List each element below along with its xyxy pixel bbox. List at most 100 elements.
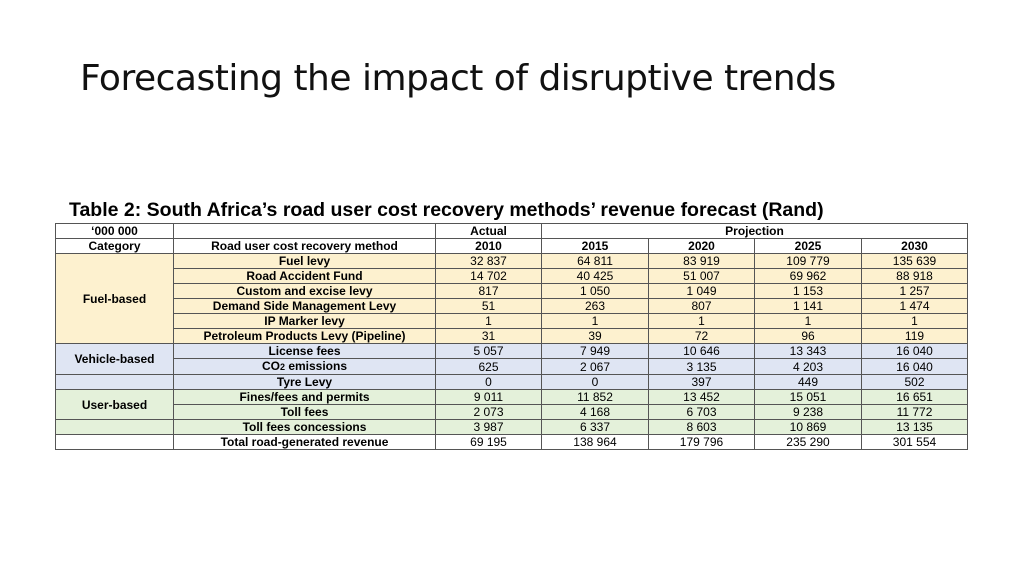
value-cell: 807 <box>648 298 755 314</box>
method-cell: Demand Side Management Levy <box>173 298 436 314</box>
value-cell: 1 <box>435 313 542 329</box>
value-cell: 13 135 <box>861 419 968 435</box>
units-header: ‘000 000 <box>55 223 174 239</box>
value-cell: 16 040 <box>861 358 968 375</box>
value-cell: 11 772 <box>861 404 968 420</box>
value-cell: 3 987 <box>435 419 542 435</box>
value-cell: 817 <box>435 283 542 299</box>
value-cell: 1 <box>541 313 649 329</box>
method-cell: Fines/fees and permits <box>173 389 436 405</box>
method-cell: Fuel levy <box>173 253 436 269</box>
value-cell: 263 <box>541 298 649 314</box>
total-value-cell: 235 290 <box>754 434 862 450</box>
value-cell: 449 <box>754 374 862 390</box>
table-row: User-based Fines/fees and permits 9 011 … <box>55 389 968 420</box>
table-row: Petroleum Products Levy (Pipeline) 31 39… <box>56 328 968 344</box>
method-cell: Tyre Levy <box>173 374 436 390</box>
category-vehicle-based: Vehicle-based <box>55 343 174 375</box>
method-cell: Toll fees concessions <box>173 419 436 435</box>
value-cell: 88 918 <box>861 268 968 284</box>
total-value-cell: 69 195 <box>435 434 542 450</box>
method-cell: Road Accident Fund <box>173 268 436 284</box>
value-cell: 51 007 <box>648 268 755 284</box>
category-header: Category <box>55 238 174 254</box>
slide-title: Forecasting the impact of disruptive tre… <box>80 58 836 99</box>
value-cell: 397 <box>648 374 755 390</box>
table-row: IP Marker levy 1 1 1 1 1 <box>56 313 968 329</box>
co2-subscript: 2 <box>279 362 285 372</box>
value-cell: 10 646 <box>648 343 755 359</box>
value-cell: 1 141 <box>754 298 862 314</box>
value-cell: 64 811 <box>541 253 649 269</box>
value-cell: 625 <box>435 358 542 375</box>
blank-header-cell <box>173 223 436 239</box>
table-row: Demand Side Management Levy 51 263 807 1… <box>56 298 968 314</box>
value-cell: 8 603 <box>648 419 755 435</box>
value-cell: 1 <box>648 313 755 329</box>
value-cell: 10 869 <box>754 419 862 435</box>
method-cell: Petroleum Products Levy (Pipeline) <box>173 328 436 344</box>
method-cell: IP Marker levy <box>173 313 436 329</box>
value-cell: 9 011 <box>435 389 542 405</box>
value-cell: 15 051 <box>754 389 862 405</box>
table-row: Fuel-based Fuel levy 32 837 64 811 83 91… <box>55 253 968 344</box>
value-cell: 4 203 <box>754 358 862 375</box>
value-cell: 0 <box>541 374 649 390</box>
year-header: 2010 <box>435 238 542 254</box>
co2-suffix: emissions <box>284 359 348 374</box>
table-row: Road Accident Fund 14 702 40 425 51 007 … <box>56 268 968 284</box>
table-row: CO2 emissions 625 2 067 3 135 4 203 16 0… <box>56 358 968 375</box>
value-cell: 1 <box>754 313 862 329</box>
year-header: 2020 <box>648 238 755 254</box>
value-cell: 6 337 <box>541 419 649 435</box>
value-cell: 2 067 <box>541 358 649 375</box>
value-cell: 72 <box>648 328 755 344</box>
table-row: Tyre Levy 0 0 397 449 502 <box>55 374 968 390</box>
value-cell: 135 639 <box>861 253 968 269</box>
value-cell: 69 962 <box>754 268 862 284</box>
method-cell: License fees <box>173 343 436 359</box>
total-row: Total road-generated revenue 69 195 138 … <box>55 434 968 450</box>
value-cell: 4 168 <box>541 404 649 420</box>
value-cell: 14 702 <box>435 268 542 284</box>
value-cell: 1 049 <box>648 283 755 299</box>
value-cell: 109 779 <box>754 253 862 269</box>
table-caption: Table 2: South Africa’s road user cost r… <box>69 199 824 221</box>
value-cell: 2 073 <box>435 404 542 420</box>
value-cell: 7 949 <box>541 343 649 359</box>
total-value-cell: 179 796 <box>648 434 755 450</box>
value-cell: 502 <box>861 374 968 390</box>
table-row: Vehicle-based License fees 5 057 7 949 1… <box>55 343 968 375</box>
year-header: 2015 <box>541 238 649 254</box>
value-cell: 119 <box>861 328 968 344</box>
category-fuel-based: Fuel-based <box>55 253 174 344</box>
value-cell: 40 425 <box>541 268 649 284</box>
year-header: 2025 <box>754 238 862 254</box>
value-cell: 6 703 <box>648 404 755 420</box>
value-cell: 96 <box>754 328 862 344</box>
value-cell: 13 343 <box>754 343 862 359</box>
value-cell: 3 135 <box>648 358 755 375</box>
method-cell: CO2 emissions <box>173 358 436 375</box>
value-cell: 13 452 <box>648 389 755 405</box>
revenue-forecast-table: ‘000 000 Actual Projection Category Road… <box>55 223 968 450</box>
value-cell: 51 <box>435 298 542 314</box>
total-value-cell: 138 964 <box>541 434 649 450</box>
table-row: Custom and excise levy 817 1 050 1 049 1… <box>56 283 968 299</box>
value-cell: 11 852 <box>541 389 649 405</box>
value-cell: 1 257 <box>861 283 968 299</box>
header-row-1: ‘000 000 Actual Projection <box>55 223 968 239</box>
header-row-2: Category Road user cost recovery method … <box>55 238 968 254</box>
category-blank-cell <box>55 374 174 390</box>
value-cell: 39 <box>541 328 649 344</box>
total-label: Total road-generated revenue <box>173 434 436 450</box>
value-cell: 32 837 <box>435 253 542 269</box>
value-cell: 1 050 <box>541 283 649 299</box>
table-row: Toll fees 2 073 4 168 6 703 9 238 11 772 <box>56 404 968 420</box>
value-cell: 9 238 <box>754 404 862 420</box>
value-cell: 0 <box>435 374 542 390</box>
value-cell: 1 <box>861 313 968 329</box>
co2-prefix: CO <box>261 359 280 374</box>
year-header: 2030 <box>861 238 968 254</box>
method-cell: Toll fees <box>173 404 436 420</box>
